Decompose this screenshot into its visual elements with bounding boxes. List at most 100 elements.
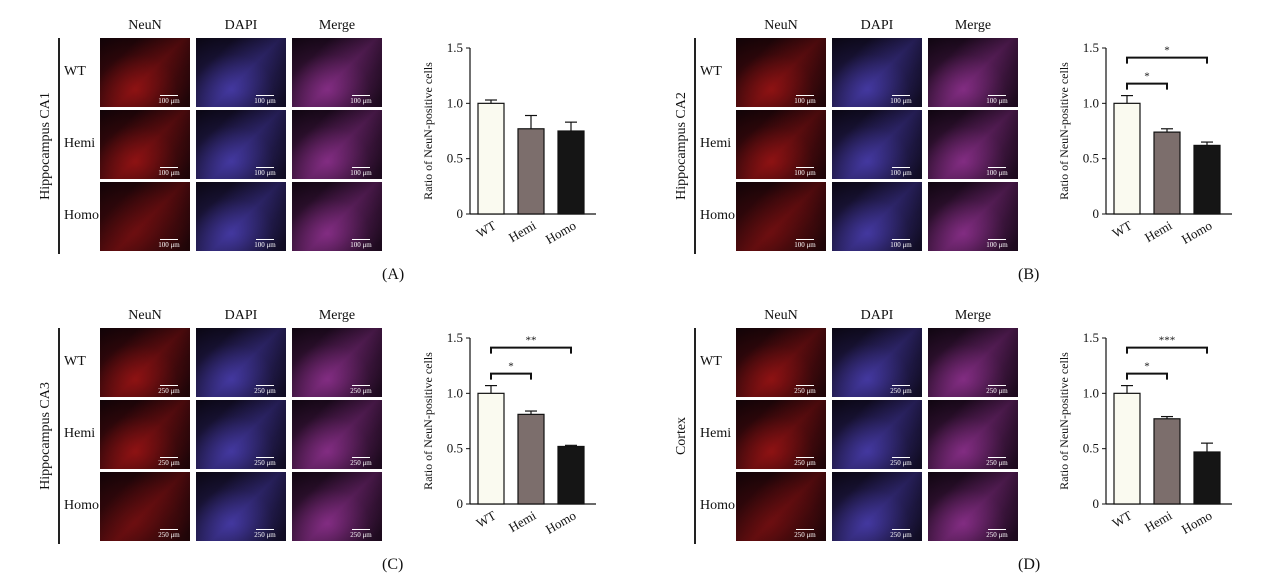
panel-3: Cortex NeuN DAPI Merge WT 250 μm 250 μm 250 μm H… xyxy=(636,290,1266,579)
scale-bar-label: 100 μm xyxy=(158,241,180,249)
scale-bar-label: 100 μm xyxy=(986,169,1008,177)
scale-bar: 100 μm xyxy=(980,167,1014,177)
scale-bar-line xyxy=(160,457,178,458)
scale-bar-label: 100 μm xyxy=(254,169,276,177)
scale-bar: 100 μm xyxy=(152,239,186,249)
bar-chart: 0 0.5 1.0 1.5 Ratio of NeuN-positive cells WT… xyxy=(421,330,596,537)
scale-bar-label: 100 μm xyxy=(986,241,1008,249)
y-tick-label: 0 xyxy=(457,206,464,221)
micrograph-neun: 250 μm xyxy=(736,472,826,541)
x-tick-label-hemi: Hemi xyxy=(506,217,539,245)
panel-tag: (A) xyxy=(382,266,405,283)
micrograph-neun: 100 μm xyxy=(100,182,190,251)
micrograph-merge: 250 μm xyxy=(928,472,1018,541)
scale-bar-line xyxy=(352,167,370,168)
column-header-merge: Merge xyxy=(954,308,992,323)
scale-bar: 100 μm xyxy=(248,95,282,105)
y-tick-label: 0.5 xyxy=(447,441,463,456)
scale-bar-line xyxy=(352,239,370,240)
column-header-neun: NeuN xyxy=(764,18,798,33)
scale-bar: 250 μm xyxy=(788,457,822,467)
column-header-merge: Merge xyxy=(954,18,992,33)
micrograph-merge: 250 μm xyxy=(928,400,1018,469)
row-label-wt: WT xyxy=(64,354,86,369)
panel-1: Hippocampus CA2 NeuN DAPI Merge WT 100 μm 100 … xyxy=(636,0,1266,289)
x-tick-label-homo: Homo xyxy=(1179,218,1215,247)
scale-bar-label: 250 μm xyxy=(350,531,372,539)
bar-homo xyxy=(1193,451,1221,505)
column-header-neun: NeuN xyxy=(764,308,798,323)
column-header-neun: NeuN xyxy=(128,308,162,323)
region-label: Cortex xyxy=(674,416,689,456)
scale-bar-label: 100 μm xyxy=(986,97,1008,105)
x-tick-label-homo: Homo xyxy=(543,508,579,537)
scale-bar-line xyxy=(892,167,910,168)
x-tick-label-homo: Homo xyxy=(1179,508,1215,537)
y-tick-label: 1.5 xyxy=(447,330,463,345)
scale-bar-line xyxy=(352,457,370,458)
row-label-hemi: Hemi xyxy=(700,426,732,441)
x-tick-label-hemi: Hemi xyxy=(1142,217,1175,245)
micrograph-merge: 100 μm xyxy=(292,38,382,107)
scale-bar-label: 100 μm xyxy=(158,169,180,177)
scale-bar: 100 μm xyxy=(152,167,186,177)
scale-bar-label: 250 μm xyxy=(794,531,816,539)
x-tick-label-wt: WT xyxy=(473,508,498,531)
panel-tag: (D) xyxy=(1018,556,1041,573)
scale-bar-line xyxy=(160,385,178,386)
scale-bar-line xyxy=(796,95,814,96)
micrograph-dapi: 250 μm xyxy=(196,472,286,541)
x-tick-label-wt: WT xyxy=(1109,218,1134,241)
micrograph-dapi: 100 μm xyxy=(832,38,922,107)
micrograph-merge: 250 μm xyxy=(928,328,1018,397)
scale-bar: 250 μm xyxy=(344,457,378,467)
scale-bar-label: 100 μm xyxy=(158,97,180,105)
scale-bar: 100 μm xyxy=(884,239,918,249)
y-tick-label: 1.0 xyxy=(447,385,463,400)
column-header-neun: NeuN xyxy=(128,18,162,33)
row-label-hemi: Hemi xyxy=(64,426,96,441)
scale-bar: 100 μm xyxy=(248,167,282,177)
bar-hemi xyxy=(1153,418,1181,505)
panel-2: Hippocampus CA3 NeuN DAPI Merge WT 250 μm 250 … xyxy=(0,290,630,579)
row-label-homo: Homo xyxy=(700,208,735,223)
scale-bar: 250 μm xyxy=(152,529,186,539)
significance-bracket xyxy=(490,372,532,380)
micrograph-neun: 100 μm xyxy=(100,38,190,107)
bar-hemi xyxy=(1153,131,1181,215)
significance-label: * xyxy=(508,361,514,373)
scale-bar-label: 250 μm xyxy=(254,387,276,395)
scale-bar: 250 μm xyxy=(980,385,1014,395)
scale-bar-line xyxy=(160,167,178,168)
region-bracket xyxy=(58,38,60,254)
scale-bar-line xyxy=(352,95,370,96)
micrograph-dapi: 250 μm xyxy=(832,400,922,469)
scale-bar: 100 μm xyxy=(788,239,822,249)
scale-bar: 250 μm xyxy=(884,385,918,395)
bar-chart: 0 0.5 1.0 1.5 Ratio of NeuN-positive cells WT… xyxy=(1057,40,1232,247)
row-label-hemi: Hemi xyxy=(700,136,732,151)
column-header-dapi: DAPI xyxy=(224,308,258,323)
column-header-merge: Merge xyxy=(318,308,356,323)
scale-bar-label: 250 μm xyxy=(986,459,1008,467)
scale-bar-line xyxy=(256,529,274,530)
panel-tag: (C) xyxy=(382,556,404,573)
scale-bar: 250 μm xyxy=(344,529,378,539)
scale-bar-label: 100 μm xyxy=(890,241,912,249)
significance-bracket xyxy=(1126,56,1208,64)
x-tick-label-hemi: Hemi xyxy=(1142,507,1175,535)
y-tick-label: 0.5 xyxy=(1083,441,1099,456)
column-header-merge: Merge xyxy=(318,18,356,33)
micrograph-dapi: 100 μm xyxy=(832,110,922,179)
scale-bar-label: 250 μm xyxy=(158,459,180,467)
row-label-homo: Homo xyxy=(64,208,99,223)
significance-bracket xyxy=(1126,82,1168,90)
significance-bracket xyxy=(1126,372,1168,380)
micrograph-neun: 100 μm xyxy=(100,110,190,179)
x-tick-label-hemi: Hemi xyxy=(506,507,539,535)
scale-bar-line xyxy=(892,529,910,530)
scale-bar-line xyxy=(892,239,910,240)
bar-wt xyxy=(1113,102,1141,215)
micrograph-dapi: 100 μm xyxy=(832,182,922,251)
region-label: Hippocampus CA1 xyxy=(38,92,53,200)
